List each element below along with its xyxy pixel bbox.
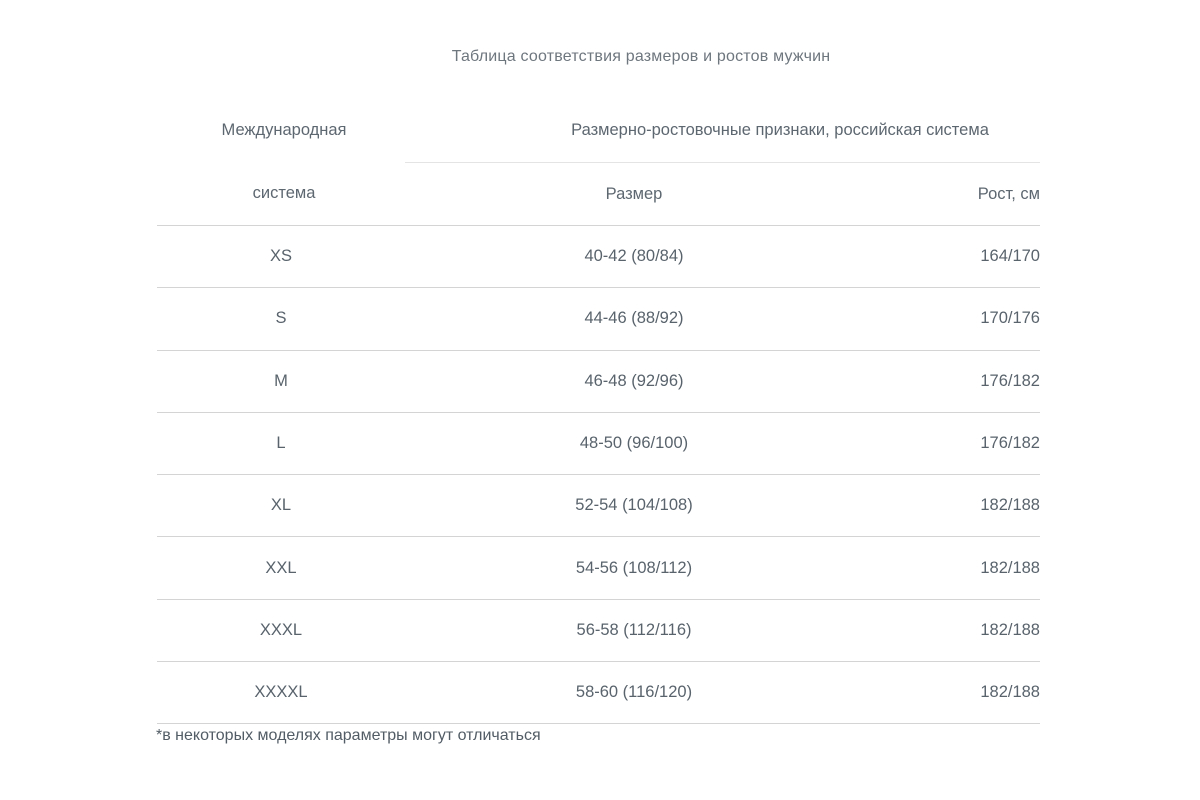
table-row: M 46-48 (92/96) 176/182 bbox=[157, 351, 1040, 413]
table-row: XXXL 56-58 (112/116) 182/188 bbox=[157, 600, 1040, 663]
cell-height: 176/182 bbox=[980, 434, 1040, 453]
cell-international-size: M bbox=[274, 371, 288, 390]
col-size-header: Размер bbox=[605, 185, 663, 203]
cell-international-size: L bbox=[276, 434, 286, 453]
cell-international-size: S bbox=[275, 309, 287, 328]
col-international-header-line1: Международная bbox=[221, 121, 347, 139]
table-row: L 48-50 (96/100) 176/182 bbox=[157, 413, 1040, 476]
table-row: XXL 54-56 (108/112) 182/188 bbox=[157, 537, 1040, 600]
cell-international-size: XS bbox=[269, 247, 292, 266]
cell-russian-size: 48-50 (96/100) bbox=[579, 434, 689, 453]
col-height-header: Рост, см bbox=[977, 185, 1040, 203]
table-row: XL 52-54 (104/108) 182/188 bbox=[157, 475, 1040, 538]
cell-russian-size: 46-48 (92/96) bbox=[584, 371, 684, 390]
cell-international-size: XL bbox=[270, 496, 292, 515]
cell-height: 182/188 bbox=[980, 496, 1040, 515]
cell-height: 182/188 bbox=[980, 620, 1040, 639]
cell-international-size: XXL bbox=[265, 558, 297, 577]
cell-russian-size: 40-42 (80/84) bbox=[584, 247, 684, 266]
cell-international-size: XXXL bbox=[259, 620, 303, 639]
cell-russian-size: 58-60 (116/120) bbox=[575, 683, 693, 702]
cell-height: 164/170 bbox=[980, 247, 1040, 266]
cell-russian-size: 54-56 (108/112) bbox=[575, 558, 693, 577]
size-table-body: XS 40-42 (80/84) 164/170 S 44-46 (88/92)… bbox=[157, 225, 1040, 725]
col-international-header-line2: система bbox=[252, 184, 316, 202]
cell-height: 182/188 bbox=[980, 683, 1040, 702]
cell-height: 176/182 bbox=[980, 371, 1040, 390]
cell-international-size: XXXXL bbox=[254, 683, 308, 702]
table-row: S 44-46 (88/92) 170/176 bbox=[157, 288, 1040, 351]
footnote: *в некоторых моделях параметры могут отл… bbox=[156, 727, 541, 744]
cell-russian-size: 44-46 (88/92) bbox=[584, 309, 684, 328]
table-row: XS 40-42 (80/84) 164/170 bbox=[157, 226, 1040, 289]
cell-height: 170/176 bbox=[980, 309, 1040, 328]
table-row: XXXXL 58-60 (116/120) 182/188 bbox=[157, 662, 1040, 725]
cell-russian-size: 56-58 (112/116) bbox=[576, 620, 692, 639]
cell-height: 182/188 bbox=[980, 558, 1040, 577]
page-title: Таблица соответствия размеров и ростов м… bbox=[451, 48, 831, 65]
group-header: Размерно-ростовочные признаки, российска… bbox=[571, 121, 989, 139]
cell-russian-size: 52-54 (104/108) bbox=[575, 496, 693, 515]
group-header-divider bbox=[405, 162, 1040, 163]
